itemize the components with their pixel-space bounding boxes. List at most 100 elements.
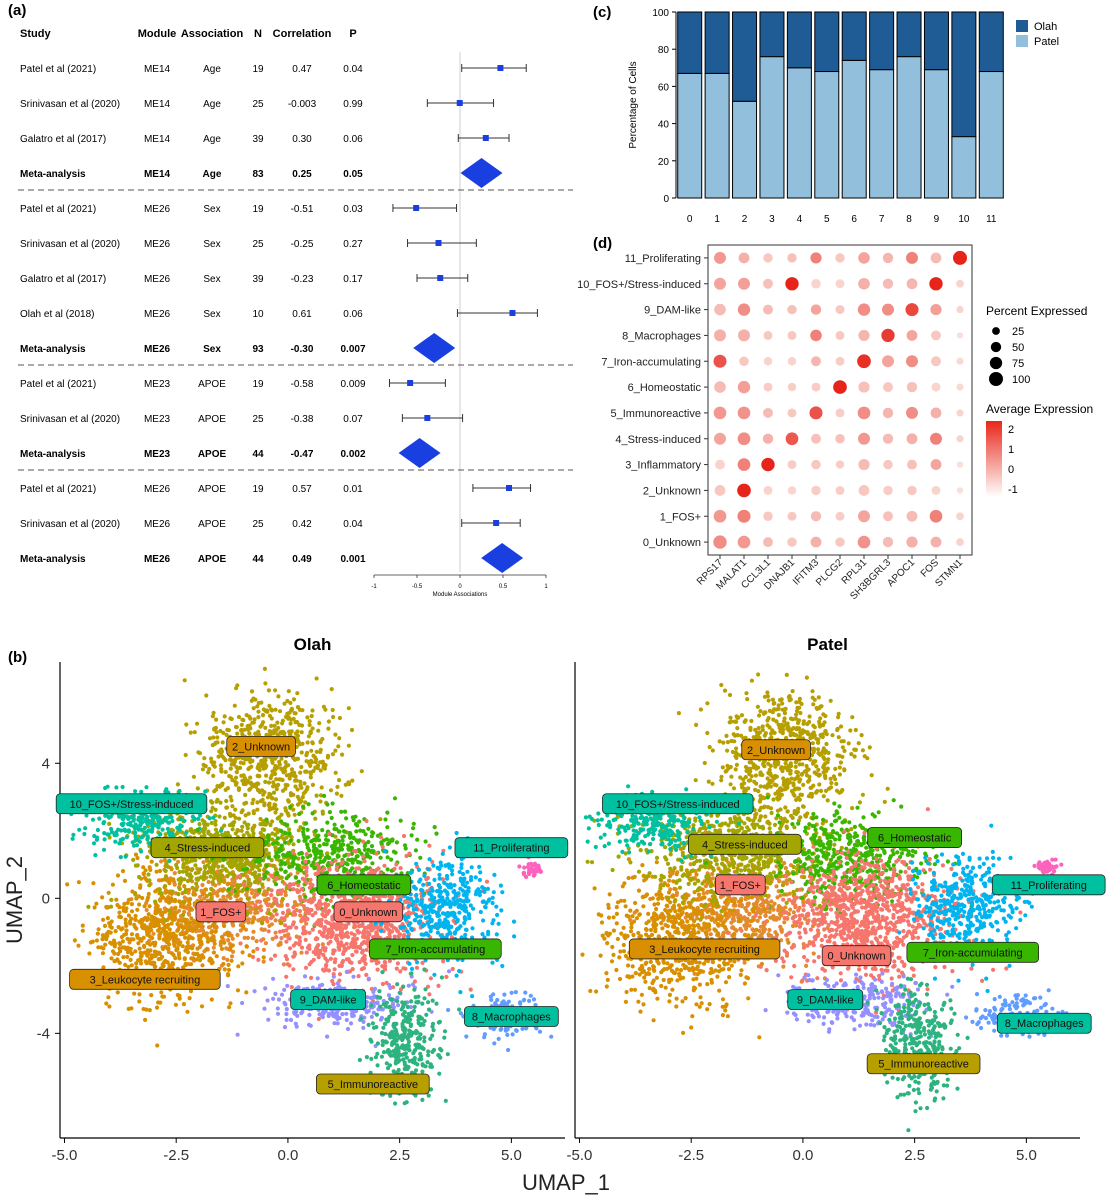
umap-point [352, 932, 357, 938]
umap-point [375, 967, 380, 972]
umap-point [130, 814, 135, 819]
umap-point [344, 957, 349, 962]
umap-point [498, 883, 503, 888]
bar-x-tick-label: 7 [879, 214, 885, 225]
umap-point [310, 740, 315, 745]
umap-point [137, 992, 142, 997]
umap-point [468, 987, 473, 992]
umap-point [229, 954, 235, 959]
forest-row-n: 25 [252, 99, 264, 110]
umap-point [437, 924, 442, 929]
umap-point [154, 1005, 160, 1010]
umap-point [511, 919, 517, 924]
umap-point [123, 962, 128, 968]
umap-point [222, 815, 227, 820]
umap-point [172, 910, 177, 916]
dot-mark [835, 511, 845, 521]
dot-mark [882, 536, 894, 548]
umap-point [273, 854, 278, 859]
dot-y-label: 3_Inflammatory [625, 460, 701, 472]
umap-point [386, 993, 392, 998]
umap-point [232, 703, 237, 708]
umap-point [158, 898, 163, 903]
umap-point [350, 952, 355, 958]
umap-point [251, 797, 256, 802]
umap-point [299, 785, 304, 790]
umap-point [240, 950, 245, 955]
umap-point [342, 867, 347, 872]
umap-point [160, 910, 165, 915]
umap-point [138, 954, 143, 959]
umap-point [263, 941, 268, 946]
umap-point [226, 967, 232, 973]
umap-point [269, 893, 274, 898]
umap-point [260, 920, 265, 925]
umap-point [255, 800, 260, 805]
umap-point [382, 863, 387, 868]
umap-point [212, 727, 217, 732]
umap-point [330, 930, 335, 935]
umap-point [226, 933, 231, 938]
dot-mark [787, 460, 797, 470]
umap-point [251, 706, 256, 711]
umap-point [303, 965, 309, 970]
umap-point [262, 827, 267, 833]
dot-mark [713, 535, 727, 549]
umap-point [107, 930, 112, 935]
umap-point [244, 990, 249, 995]
umap-point [83, 826, 88, 831]
forest-row-corr: -0.25 [291, 239, 314, 250]
umap-point [141, 935, 146, 940]
umap-point [335, 853, 340, 858]
umap-point [414, 892, 419, 898]
umap-point [466, 886, 471, 891]
umap-point [253, 903, 258, 908]
umap-point [190, 936, 195, 941]
umap-point [209, 930, 214, 935]
bar-x-tick-label: 11 [986, 214, 997, 225]
umap-point [458, 876, 463, 881]
umap-point [337, 736, 342, 741]
umap-point [110, 882, 115, 887]
umap-point [295, 802, 301, 807]
umap-point [406, 934, 411, 939]
umap-point [405, 896, 411, 901]
umap-point [285, 902, 290, 908]
umap-point [180, 857, 185, 862]
forest-row-n: 44 [252, 449, 264, 460]
umap-point [235, 932, 240, 938]
umap-point [432, 972, 437, 977]
umap-point [116, 925, 121, 930]
umap-point [257, 860, 262, 865]
bar-segment-olah [841, 11, 867, 61]
umap-point [209, 887, 214, 892]
umap-point [476, 887, 481, 892]
umap-point [339, 940, 344, 945]
umap-point [282, 933, 288, 938]
umap-point [153, 899, 158, 904]
umap-point [286, 689, 291, 694]
umap-point [128, 957, 133, 963]
umap-point [216, 754, 221, 759]
dot-mark [811, 459, 821, 470]
umap-point [500, 963, 505, 969]
umap-point [269, 922, 274, 927]
umap-point [296, 883, 301, 888]
forest-row-module: ME26 [144, 484, 171, 495]
umap-point [207, 736, 213, 741]
umap-point [268, 776, 273, 781]
umap-point [279, 859, 284, 864]
forest-meta-diamond [481, 543, 524, 573]
umap-point [307, 962, 312, 967]
dot-mark [929, 509, 943, 523]
umap-point [191, 892, 196, 897]
umap-point [137, 902, 142, 907]
umap-point [273, 810, 278, 815]
umap-point [336, 744, 341, 749]
umap-point [86, 904, 91, 910]
umap-point [262, 1006, 267, 1011]
umap-point [408, 921, 413, 926]
bar-segment-olah [759, 11, 785, 58]
umap-point [189, 916, 194, 921]
umap-point [269, 707, 274, 712]
